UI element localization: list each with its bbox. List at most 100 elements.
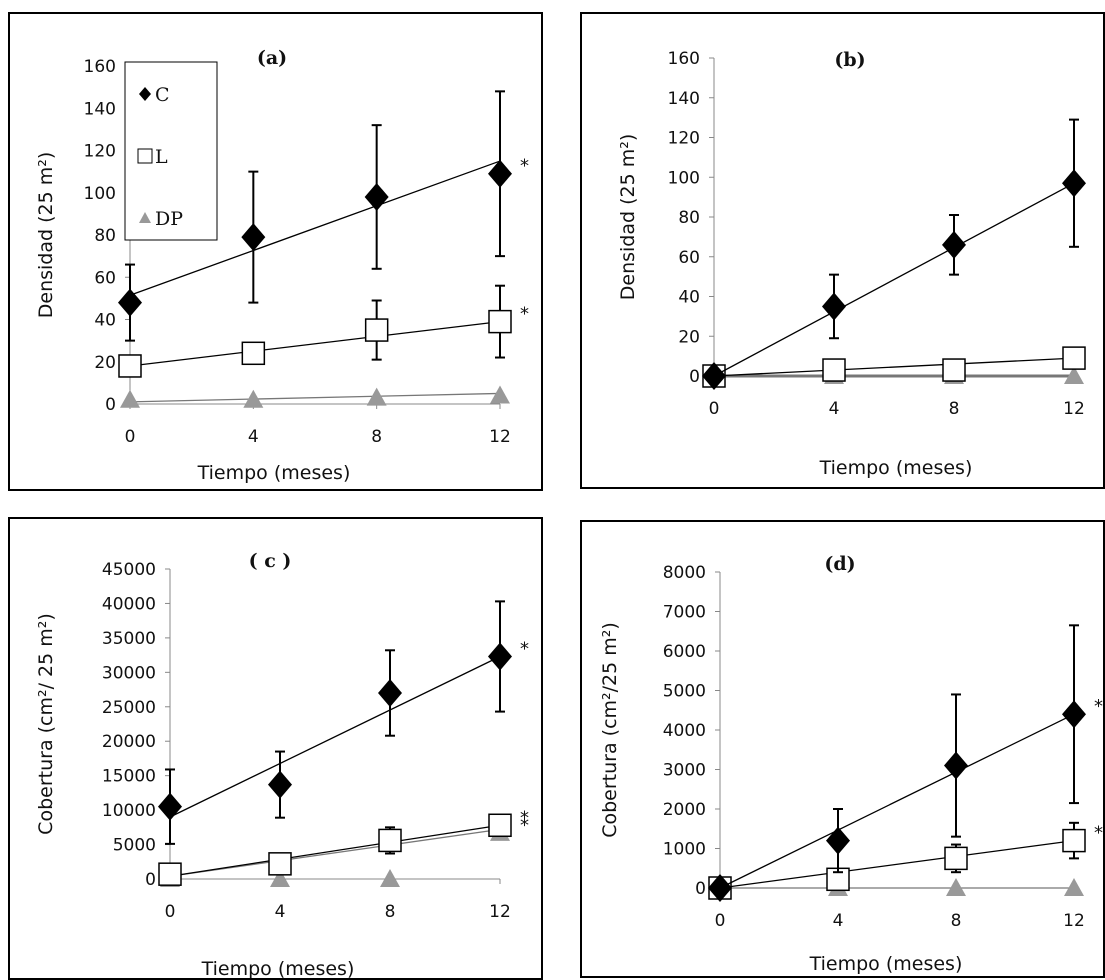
x-tick-label: 8 bbox=[949, 399, 960, 419]
significance-star: * bbox=[1094, 696, 1103, 717]
data-point bbox=[118, 288, 142, 317]
data-point bbox=[1062, 828, 1086, 853]
legend-marker bbox=[139, 87, 151, 101]
y-axis-label: Cobertura (cm²/25 m²) bbox=[599, 622, 621, 838]
y-axis-label: Cobertura (cm²/ 25 m²) bbox=[35, 613, 57, 835]
y-tick-label: 15000 bbox=[102, 767, 156, 787]
x-axis-label: Tiempo (meses) bbox=[809, 953, 963, 975]
legend-label: L bbox=[155, 146, 168, 168]
significance-star: * bbox=[520, 815, 529, 836]
significance-star: * bbox=[520, 304, 529, 325]
y-tick-label: 100 bbox=[84, 184, 116, 204]
y-tick-label: 120 bbox=[668, 129, 700, 149]
data-point bbox=[364, 318, 389, 342]
x-tick-label: 12 bbox=[489, 427, 511, 447]
chart-c-svg: 0 5000 10000 15000 20000 25000 30000 35000 40000… bbox=[35, 550, 529, 978]
trend-line bbox=[129, 320, 501, 367]
trend-line bbox=[719, 713, 1075, 889]
y-tick-label: 10000 bbox=[102, 801, 156, 821]
chart-title: (b) bbox=[834, 49, 865, 71]
y-tick-label: 120 bbox=[84, 142, 116, 162]
trend-line bbox=[129, 392, 501, 403]
y-tick-label: 40000 bbox=[102, 594, 156, 614]
y-tick-label: 0 bbox=[105, 395, 116, 415]
significance-star: * bbox=[1094, 823, 1103, 844]
y-tick-label: 140 bbox=[84, 99, 116, 119]
chart-b-svg: 0 20 40 60 80 100 120 140 160 0 4 8 12 (b) Tiempo (mes… bbox=[617, 49, 1086, 479]
data-point bbox=[158, 862, 182, 886]
data-point bbox=[268, 852, 292, 876]
legend-marker bbox=[137, 148, 153, 164]
series-DP bbox=[710, 878, 1084, 896]
x-tick-label: 0 bbox=[709, 399, 720, 419]
series-L: * bbox=[118, 284, 529, 378]
significance-star: * bbox=[520, 807, 529, 828]
x-tick-label: 0 bbox=[165, 902, 176, 922]
y-tick-label: 0 bbox=[145, 870, 156, 890]
chart-title: (a) bbox=[257, 47, 287, 69]
data-point bbox=[488, 642, 512, 671]
y-tick-label: 5000 bbox=[113, 836, 156, 856]
data-point bbox=[1062, 169, 1086, 198]
y-tick-label: 0 bbox=[689, 367, 700, 387]
y-tick-label: 35000 bbox=[102, 629, 156, 649]
data-point bbox=[1064, 878, 1084, 896]
significance-star: * bbox=[520, 156, 529, 177]
data-point bbox=[380, 869, 400, 887]
y-tick-label: 60 bbox=[678, 248, 700, 268]
data-point bbox=[826, 826, 850, 855]
chart-panel-a: 0 20 40 60 80 100 120 140 160 0 4 8 12 (a) Tiempo (mes… bbox=[8, 12, 543, 491]
data-point bbox=[1064, 366, 1084, 384]
y-tick-label: 20 bbox=[94, 353, 116, 373]
series-C: * bbox=[158, 600, 529, 845]
series-L: * bbox=[158, 807, 529, 886]
data-point bbox=[946, 878, 966, 896]
x-tick-label: 12 bbox=[1063, 399, 1085, 419]
y-tick-label: 45000 bbox=[102, 560, 156, 580]
data-point bbox=[241, 341, 266, 366]
trend-line bbox=[129, 160, 501, 296]
series-C bbox=[702, 118, 1086, 390]
y-axis-label: Densidad (25 m²) bbox=[617, 134, 639, 301]
data-point bbox=[378, 679, 402, 707]
y-tick-label: 1000 bbox=[663, 840, 706, 860]
y-tick-label: 30000 bbox=[102, 663, 156, 683]
x-axis-label: Tiempo (meses) bbox=[197, 462, 351, 484]
y-tick-label: 80 bbox=[94, 226, 116, 246]
y-tick-label: 0 bbox=[695, 879, 706, 899]
y-tick-label: 20000 bbox=[102, 732, 156, 752]
data-point bbox=[708, 874, 732, 902]
data-point bbox=[942, 358, 966, 382]
y-tick-label: 60 bbox=[94, 268, 116, 288]
y-tick-label: 3000 bbox=[663, 761, 706, 781]
x-tick-label: 4 bbox=[275, 902, 286, 922]
data-point bbox=[822, 292, 846, 321]
x-tick-label: 4 bbox=[833, 911, 844, 931]
x-tick-label: 0 bbox=[715, 911, 726, 931]
y-tick-label: 7000 bbox=[663, 603, 706, 623]
data-point bbox=[488, 813, 512, 838]
data-point bbox=[120, 389, 140, 408]
trend-line bbox=[713, 357, 1075, 377]
y-tick-label: 20 bbox=[678, 327, 700, 347]
data-point bbox=[118, 354, 142, 378]
trend-line bbox=[713, 182, 1075, 377]
series-C: * bbox=[118, 90, 529, 342]
x-tick-label: 8 bbox=[385, 902, 396, 922]
data-point bbox=[1062, 700, 1086, 729]
x-tick-label: 12 bbox=[1063, 911, 1085, 931]
data-point bbox=[942, 230, 966, 259]
trend-line bbox=[169, 655, 501, 818]
y-tick-label: 5000 bbox=[663, 682, 706, 702]
y-tick-label: 100 bbox=[668, 168, 700, 188]
y-tick-label: 160 bbox=[84, 57, 116, 77]
y-tick-label: 4000 bbox=[663, 721, 706, 741]
data-point bbox=[488, 159, 512, 188]
chart-title: ( c ) bbox=[249, 550, 292, 572]
data-point bbox=[364, 182, 389, 211]
legend-marker bbox=[139, 212, 151, 223]
x-tick-label: 8 bbox=[371, 427, 382, 447]
trend-line bbox=[169, 824, 501, 877]
chart-panel-c: 0 5000 10000 15000 20000 25000 30000 35000 40000… bbox=[8, 517, 543, 980]
data-point bbox=[268, 770, 292, 799]
